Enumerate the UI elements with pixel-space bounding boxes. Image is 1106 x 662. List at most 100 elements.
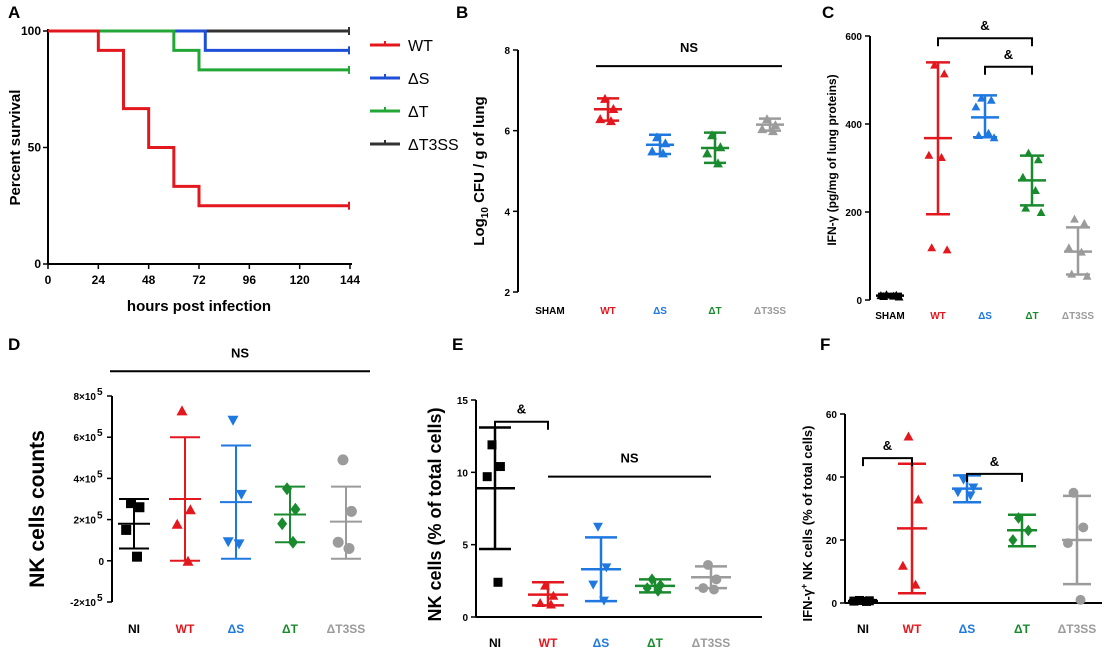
pf-data-point — [1008, 534, 1018, 546]
a-x-axis-label: hours post infection — [127, 298, 271, 315]
pd-category-label: WT — [176, 622, 195, 636]
panel-b-cfu-plot: 2 4 6 8 SHAM WT ΔS ΔT ΔT3SS NS Log10 CFU / g of lu… — [471, 40, 786, 317]
pd-y-tick-exponent: 5 — [97, 387, 103, 398]
a-x-tick-label: 48 — [142, 273, 156, 287]
pb-y-tick-label: 4 — [504, 207, 510, 218]
pc-data-point — [1070, 214, 1079, 223]
pc-y-tick-label: 600 — [845, 32, 862, 43]
pe-category-label: ΔT — [647, 636, 664, 650]
pb-category-label: ΔT3SS — [754, 306, 787, 317]
pb-y-tick-label: 8 — [504, 46, 510, 57]
a-x-tick-label: 72 — [192, 273, 206, 287]
panel-f-ifn-nk-plot: 0 20 40 60 NI WT ΔS ΔT ΔT3SS & & IFN-γ+ NK cells (%… — [799, 410, 1102, 636]
a-legend-label-dT3SS: ΔT3SS — [408, 137, 459, 154]
pd-y-tick-label: 6×10 — [73, 433, 96, 444]
panel-label-b: B — [456, 3, 468, 22]
pd-category-label: ΔT3SS — [327, 622, 366, 636]
pd-data-point — [222, 537, 234, 548]
pe-y-tick-label: 0 — [462, 613, 468, 624]
pf-significance-bracket — [862, 457, 913, 467]
pe-significance-label: & — [517, 402, 526, 417]
a-x-tick-label: 144 — [340, 273, 360, 287]
pd-data-point — [345, 505, 357, 517]
pf-data-point — [913, 494, 924, 504]
pd-y-tick-exponent: 5 — [97, 469, 103, 480]
pc-data-point — [942, 245, 952, 254]
pb-category-label: ΔS — [653, 306, 667, 317]
panel-a-survival-plot: 0 50 100 0 24 48 72 96 120 144 hours post infectio… — [7, 24, 459, 315]
pc-data-point — [927, 243, 937, 252]
pc-data-point — [939, 69, 949, 78]
pd-y-tick-exponent: 5 — [97, 511, 103, 522]
pc-data-point — [1033, 155, 1043, 164]
pe-y-tick-label: 15 — [457, 396, 469, 407]
pc-significance-label: & — [1004, 47, 1013, 62]
pd-data-point — [121, 524, 132, 535]
pc-data-point — [1079, 219, 1089, 227]
pf-data-point — [1075, 594, 1086, 605]
pe-category-label: NI — [489, 636, 501, 650]
pe-data-point — [495, 462, 505, 472]
pc-significance-label: & — [980, 18, 989, 33]
pe-category-label: ΔT3SS — [692, 636, 731, 650]
pd-ns-label: NS — [231, 345, 249, 360]
pd-y-tick-label: 8×10 — [73, 392, 96, 403]
panel-e-nk-percent-plot: 0 5 10 15 NI WT ΔS ΔT ΔT3SS & NS NK cells (% of tot… — [425, 396, 762, 650]
pd-data-point — [126, 498, 136, 509]
pf-category-label: WT — [903, 622, 922, 636]
pf-data-point — [1078, 522, 1089, 533]
pf-y-tick-label: 40 — [826, 473, 838, 484]
pd-data-point — [235, 489, 247, 500]
pc-data-point — [937, 153, 946, 161]
pe-category-label: ΔS — [593, 636, 610, 650]
pe-data-point — [601, 563, 612, 573]
a-x-tick-label: 24 — [92, 273, 106, 287]
pe-data-point — [487, 440, 497, 450]
pc-data-point — [930, 60, 939, 69]
pd-data-point — [176, 405, 188, 416]
pe-data-point — [653, 585, 663, 597]
pf-y-tick-label: 60 — [826, 410, 838, 421]
pb-y-tick-label: 2 — [504, 288, 510, 299]
pc-y-tick-label: 0 — [856, 296, 862, 307]
pf-category-label: NI — [857, 622, 869, 636]
pf-y-tick-label: 20 — [826, 536, 838, 547]
pe-y-tick-label: 5 — [462, 541, 468, 552]
a-y-axis-label: Percent survival — [7, 90, 24, 206]
panel-label-f: F — [820, 335, 830, 354]
panel-d-nk-counts-plot: -2×10 502×10 54×10 56×10 58×10 5NI WT ΔS ΔT ΔT3SS… — [26, 345, 370, 636]
pd-y-tick-label: 0 — [98, 557, 104, 568]
pe-data-point — [588, 580, 599, 590]
pe-data-point — [493, 577, 503, 587]
a-survival-line-dS — [48, 29, 350, 52]
pc-data-point — [1031, 186, 1040, 194]
pd-category-label: ΔT — [282, 622, 299, 636]
pb-ns-label: NS — [680, 40, 698, 55]
pc-category-label: WT — [930, 311, 946, 322]
a-x-tick-label: 0 — [45, 273, 52, 287]
a-x-tick-label: 96 — [243, 273, 257, 287]
pd-data-point — [134, 502, 145, 513]
pf-significance-label: & — [990, 454, 999, 469]
a-legend-label-dS: ΔS — [408, 71, 429, 88]
pd-y-tick-label: 2×10 — [73, 516, 96, 527]
pb-y-tick-label: 6 — [504, 127, 510, 138]
pc-y-axis-label: IFN-γ (pg/mg of lung proteins) — [825, 74, 839, 245]
panel-label-c: C — [822, 3, 834, 22]
pd-data-point — [277, 517, 288, 531]
pf-category-label: ΔS — [959, 622, 976, 636]
pb-category-label: WT — [600, 306, 616, 317]
pd-y-axis-label: NK cells counts — [26, 430, 49, 588]
pe-data-point — [482, 472, 492, 482]
pc-category-label: ΔT3SS — [1062, 311, 1095, 322]
pd-category-label: NI — [128, 622, 140, 636]
pd-y-tick-label: 4×10 — [73, 474, 96, 485]
a-survival-line-dT — [48, 29, 350, 72]
pc-data-point — [971, 102, 981, 111]
pd-category-label: ΔS — [228, 622, 245, 636]
pc-data-point — [986, 95, 996, 104]
pe-ns-label: NS — [620, 451, 638, 466]
a-x-tick-label: 120 — [290, 273, 310, 287]
pb-category-label: SHAM — [535, 306, 564, 317]
